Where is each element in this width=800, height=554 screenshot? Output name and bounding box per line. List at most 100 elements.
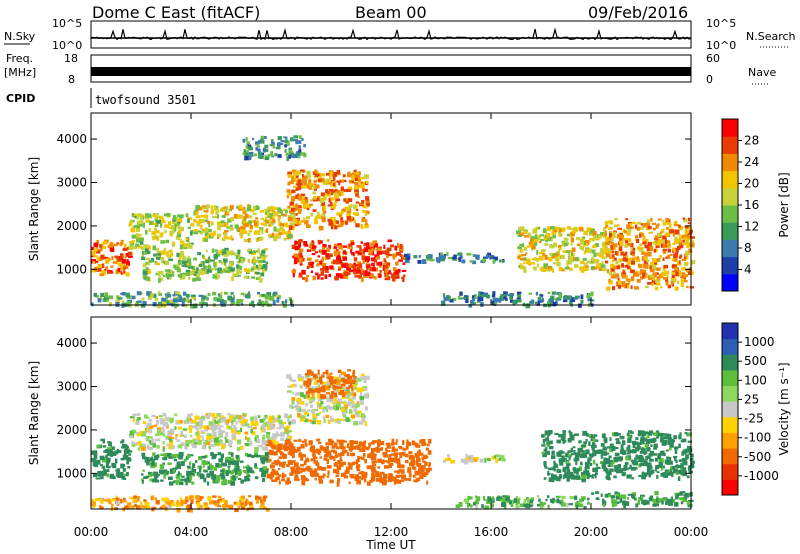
velocity-cell (204, 455, 208, 458)
power-cell (289, 150, 294, 155)
velocity-cell (283, 461, 286, 465)
velocity-cell (361, 473, 367, 479)
velocity-cell (536, 495, 540, 498)
power-cell (244, 155, 249, 161)
velocity-cell (321, 374, 325, 378)
power-cell (674, 277, 677, 282)
power-cell (93, 242, 99, 247)
power-cell (236, 261, 241, 264)
power-cell (499, 259, 502, 263)
power-cell (678, 260, 681, 265)
power-cell (465, 299, 469, 304)
velocity-cell (609, 470, 612, 476)
power-cell (338, 266, 341, 271)
velocity-cell (294, 383, 297, 388)
power-cell (267, 207, 271, 213)
power-cell (555, 297, 559, 301)
power-cell (161, 220, 166, 224)
velocity-cell (276, 449, 281, 453)
power-cell (579, 238, 584, 243)
nsky-tick-bottom: 10^0 (52, 39, 82, 52)
velocity-cell (315, 388, 320, 393)
power-cell (219, 221, 225, 226)
velocity-cell (335, 455, 338, 458)
power-cell (436, 259, 441, 263)
power-cell (356, 175, 361, 178)
power-cell (343, 274, 349, 279)
power-cell (143, 244, 146, 248)
velocity-cell (350, 466, 353, 470)
power-cell (260, 222, 265, 226)
power-cell (317, 255, 321, 258)
velocity-cell (311, 409, 315, 415)
velocity-cell (637, 432, 641, 437)
velocity-cell (674, 456, 677, 462)
power-cell (662, 222, 667, 226)
velocity-cell (199, 474, 205, 480)
velocity-cell (398, 468, 401, 473)
velocity-cell (343, 472, 347, 478)
velocity-cell (339, 418, 344, 421)
power-cell (122, 272, 125, 275)
velocity-data-region (286, 373, 370, 427)
power-cell (681, 243, 684, 249)
velocity-cell (136, 413, 141, 416)
power-data-region (141, 247, 269, 283)
power-cell (275, 147, 281, 150)
velocity-cell (173, 469, 176, 474)
velocity-cell (206, 433, 212, 436)
velocity-cell (360, 387, 364, 392)
power-cell (224, 205, 229, 211)
power-cell (322, 209, 327, 214)
velocity-cell (185, 443, 189, 446)
power-cell (155, 220, 159, 225)
power-cell (153, 253, 157, 257)
velocity-cell (277, 419, 281, 423)
velocity-cell (333, 405, 337, 410)
velocity-cell (228, 461, 234, 465)
power-cell (399, 253, 403, 257)
velocity-cell (191, 425, 197, 429)
velocity-cell (338, 388, 342, 393)
colorbar-swatch (722, 170, 738, 189)
velocity-cell (317, 369, 320, 375)
power-cell (173, 264, 177, 269)
velocity-cell (150, 473, 155, 476)
velocity-cell (481, 504, 484, 509)
power-cell (136, 238, 140, 243)
power-cell (566, 260, 569, 264)
velocity-cell (108, 448, 113, 452)
power-cell (429, 258, 435, 262)
velocity-cell (628, 430, 633, 433)
velocity-cell (609, 459, 613, 463)
velocity-cell (312, 373, 316, 378)
velocity-cell (687, 500, 692, 503)
power-cell (230, 250, 234, 255)
velocity-cell (289, 462, 294, 466)
velocity-cell (656, 475, 659, 479)
power-cell (438, 252, 441, 257)
power-cell (295, 187, 299, 191)
power-cell (357, 261, 362, 265)
power-cell (547, 226, 551, 232)
power-cell (626, 265, 631, 270)
velocity-cell (356, 387, 362, 393)
power-cell (328, 197, 332, 203)
velocity-cell (637, 442, 642, 446)
power-cell (146, 213, 152, 218)
velocity-cell (336, 402, 341, 407)
power-cell (341, 263, 346, 268)
power-cell (360, 268, 363, 273)
velocity-cell (259, 467, 262, 472)
velocity-cell (231, 428, 235, 434)
power-cell (566, 238, 569, 242)
power-cell (205, 230, 209, 235)
velocity-cell (117, 450, 122, 453)
power-cell (343, 271, 349, 276)
power-cell (225, 222, 229, 228)
power-cell (677, 238, 682, 242)
power-cell (124, 264, 129, 270)
power-cell (654, 286, 659, 291)
colorbar-swatch (722, 205, 738, 223)
velocity-cell (284, 413, 289, 419)
